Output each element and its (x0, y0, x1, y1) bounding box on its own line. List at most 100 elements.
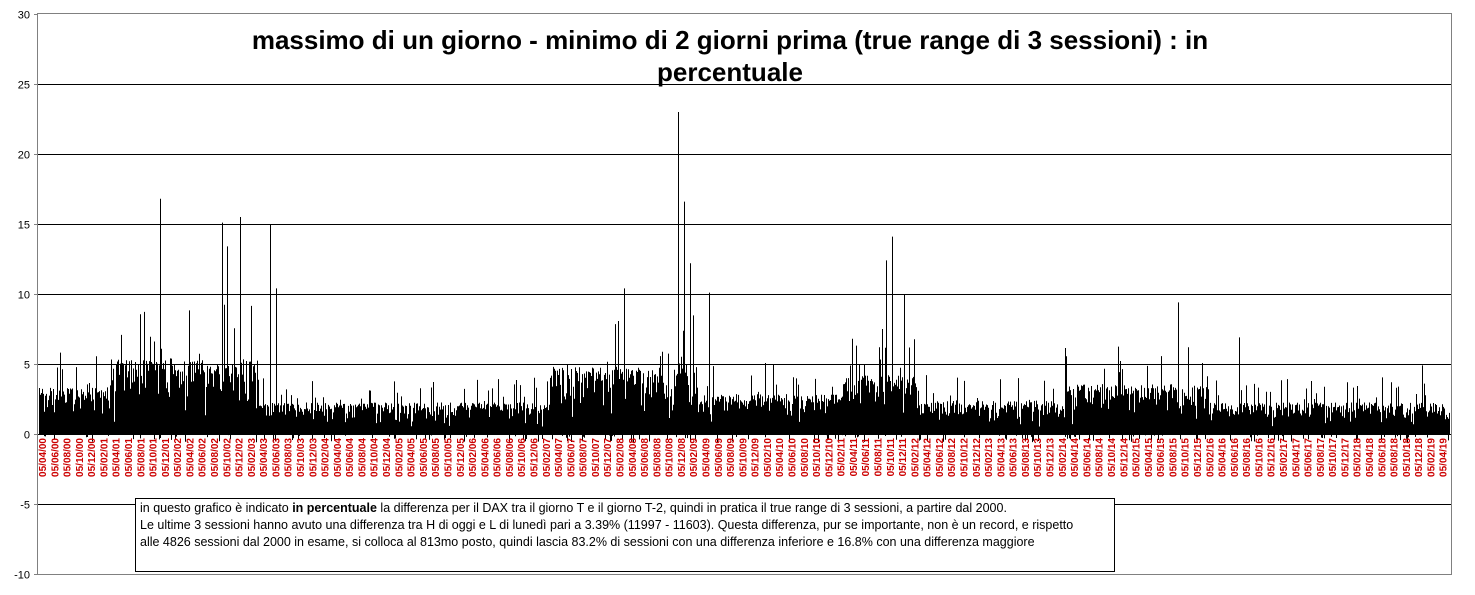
x-tick-label: 05/02/16 (1205, 438, 1216, 477)
x-tick-label: 05/10/06 (517, 438, 528, 477)
x-tick-label: 05/02/08 (615, 438, 626, 477)
x-tick-label: 05/02/07 (542, 438, 553, 477)
x-tick-label: 05/12/03 (308, 438, 319, 477)
x-tick-labels: 05/04/00 05/06/00 05/08/00 05/10/00 05/12/00… (38, 438, 1450, 477)
x-tick-label: 05/12/16 (1267, 438, 1278, 477)
x-tick-label: 05/04/02 (185, 438, 196, 477)
x-tick-label: 05/10/18 (1402, 438, 1413, 477)
y-tick-label: 15 (18, 220, 30, 232)
x-tick-label: 05/02/05 (394, 438, 405, 477)
x-tick-label: 05/12/15 (1193, 438, 1204, 477)
x-tick-label: 05/12/02 (235, 438, 246, 477)
y-tick-label: -5 (20, 500, 30, 512)
x-tick-label: 05/10/13 (1033, 438, 1044, 477)
chart-title: massimo di un giorno - minimo di 2 giorn… (251, 25, 1209, 87)
x-tick-label: 05/10/02 (222, 438, 233, 477)
x-tick-label: 05/12/14 (1119, 438, 1130, 477)
x-tick-label: 05/12/10 (824, 438, 835, 477)
x-tick-label: 05/02/01 (99, 438, 110, 477)
x-tick-label: 05/04/13 (996, 438, 1007, 477)
x-tick-label: 05/06/03 (271, 438, 282, 477)
x-tick-label: 05/06/18 (1377, 438, 1388, 477)
x-tick-label: 05/02/02 (173, 438, 184, 477)
x-tick-label: 05/10/17 (1328, 438, 1339, 477)
x-tick-label: 05/06/04 (345, 438, 356, 477)
x-tick-label: 05/04/03 (259, 438, 270, 477)
x-tick-label: 05/04/18 (1365, 438, 1376, 477)
y-tick-label: 30 (18, 10, 30, 22)
x-tick-label: 05/08/07 (579, 438, 590, 477)
y-tick-label: 20 (18, 150, 30, 162)
x-tick-label: 05/08/11 (874, 438, 885, 477)
note-box: in questo grafico è indicato in percentu… (135, 498, 1115, 572)
x-tick-label: 05/06/07 (566, 438, 577, 477)
x-tick-label: 05/06/13 (1009, 438, 1020, 477)
x-tick-label: 05/12/11 (898, 438, 909, 477)
x-tick-label: 05/06/08 (640, 438, 651, 477)
x-tick-label: 05/04/12 (923, 438, 934, 477)
x-tick-label: 05/08/13 (1021, 438, 1032, 477)
x-tick-label: 05/06/10 (788, 438, 799, 477)
x-tick-label: 05/08/10 (800, 438, 811, 477)
x-tick-label: 05/06/15 (1156, 438, 1167, 477)
x-tick-label: 05/12/07 (603, 438, 614, 477)
x-tick-label: 05/06/02 (198, 438, 209, 477)
x-tick-label: 05/06/06 (493, 438, 504, 477)
x-tick-label: 05/06/16 (1230, 438, 1241, 477)
x-tick-label: 05/02/15 (1132, 438, 1143, 477)
x-tick-label: 05/12/12 (972, 438, 983, 477)
x-tick-label: 05/12/09 (751, 438, 762, 477)
plot-area-border (37, 13, 1452, 575)
x-tick-label: 05/10/10 (812, 438, 823, 477)
x-tick-label: 05/08/05 (431, 438, 442, 477)
x-tick-label: 05/04/00 (38, 438, 49, 477)
x-tick-label: 05/06/14 (1082, 438, 1093, 477)
x-tick-label: 05/10/16 (1254, 438, 1265, 477)
x-tick-label: 05/12/08 (677, 438, 688, 477)
x-tick-label: 05/06/09 (714, 438, 725, 477)
x-tick-label: 05/06/17 (1304, 438, 1315, 477)
x-tick-label: 05/08/00 (63, 438, 74, 477)
x-tick-label: 05/12/00 (87, 438, 98, 477)
note-line-1-post: la differenza per il DAX tra il giorno T… (376, 501, 1007, 515)
x-tick-label: 05/04/01 (112, 438, 123, 477)
x-tick-label: 05/10/08 (665, 438, 676, 477)
y-tick-label: -10 (14, 570, 30, 582)
x-tick-label: 05/08/16 (1242, 438, 1253, 477)
x-tick-label: 05/04/16 (1218, 438, 1229, 477)
x-tick-label: 05/10/14 (1107, 438, 1118, 477)
x-tick-label: 05/02/04 (321, 438, 332, 477)
x-tick-label: 05/04/17 (1291, 438, 1302, 477)
x-tick-label: 05/02/18 (1353, 438, 1364, 477)
x-tick-label: 05/02/17 (1279, 438, 1290, 477)
y-tick-label: 0 (24, 430, 30, 442)
x-tick-label: 05/06/05 (419, 438, 430, 477)
x-tick-label: 05/04/09 (701, 438, 712, 477)
x-tick-label: 05/12/05 (456, 438, 467, 477)
x-tick-label: 05/08/09 (726, 438, 737, 477)
x-tick-label: 05/10/00 (75, 438, 86, 477)
x-tick-label: 05/10/07 (591, 438, 602, 477)
y-axis: 30 25 20 15 10 5 0 -5 -10 (14, 10, 38, 582)
x-tick-label: 05/02/03 (247, 438, 258, 477)
x-tick-label: 05/10/12 (960, 438, 971, 477)
x-tick-label: 05/04/07 (554, 438, 565, 477)
x-tick-label: 05/04/05 (407, 438, 418, 477)
x-tick-label: 05/02/12 (910, 438, 921, 477)
y-tick-label: 10 (18, 290, 30, 302)
x-tick-label: 05/12/06 (529, 438, 540, 477)
x-tick-label: 05/10/04 (370, 438, 381, 477)
x-tick-label: 05/04/19 (1439, 438, 1450, 477)
x-tick-label: 05/12/13 (1046, 438, 1057, 477)
x-tick-label: 05/12/17 (1340, 438, 1351, 477)
x-tick-label: 05/08/04 (357, 438, 368, 477)
note-line-3: alle 4826 sessioni dal 2000 in esame, si… (140, 535, 1035, 549)
x-tick-label: 05/08/01 (136, 438, 147, 477)
x-tick-label: 05/08/12 (947, 438, 958, 477)
x-tick-label: 05/06/01 (124, 438, 135, 477)
x-tick-label: 05/02/11 (837, 438, 848, 477)
note-line-2: Le ultime 3 sessioni hanno avuto una dif… (140, 518, 1074, 532)
x-tick-label: 05/04/10 (775, 438, 786, 477)
x-tick-label: 05/04/11 (849, 438, 860, 477)
x-tick-label: 05/08/17 (1316, 438, 1327, 477)
